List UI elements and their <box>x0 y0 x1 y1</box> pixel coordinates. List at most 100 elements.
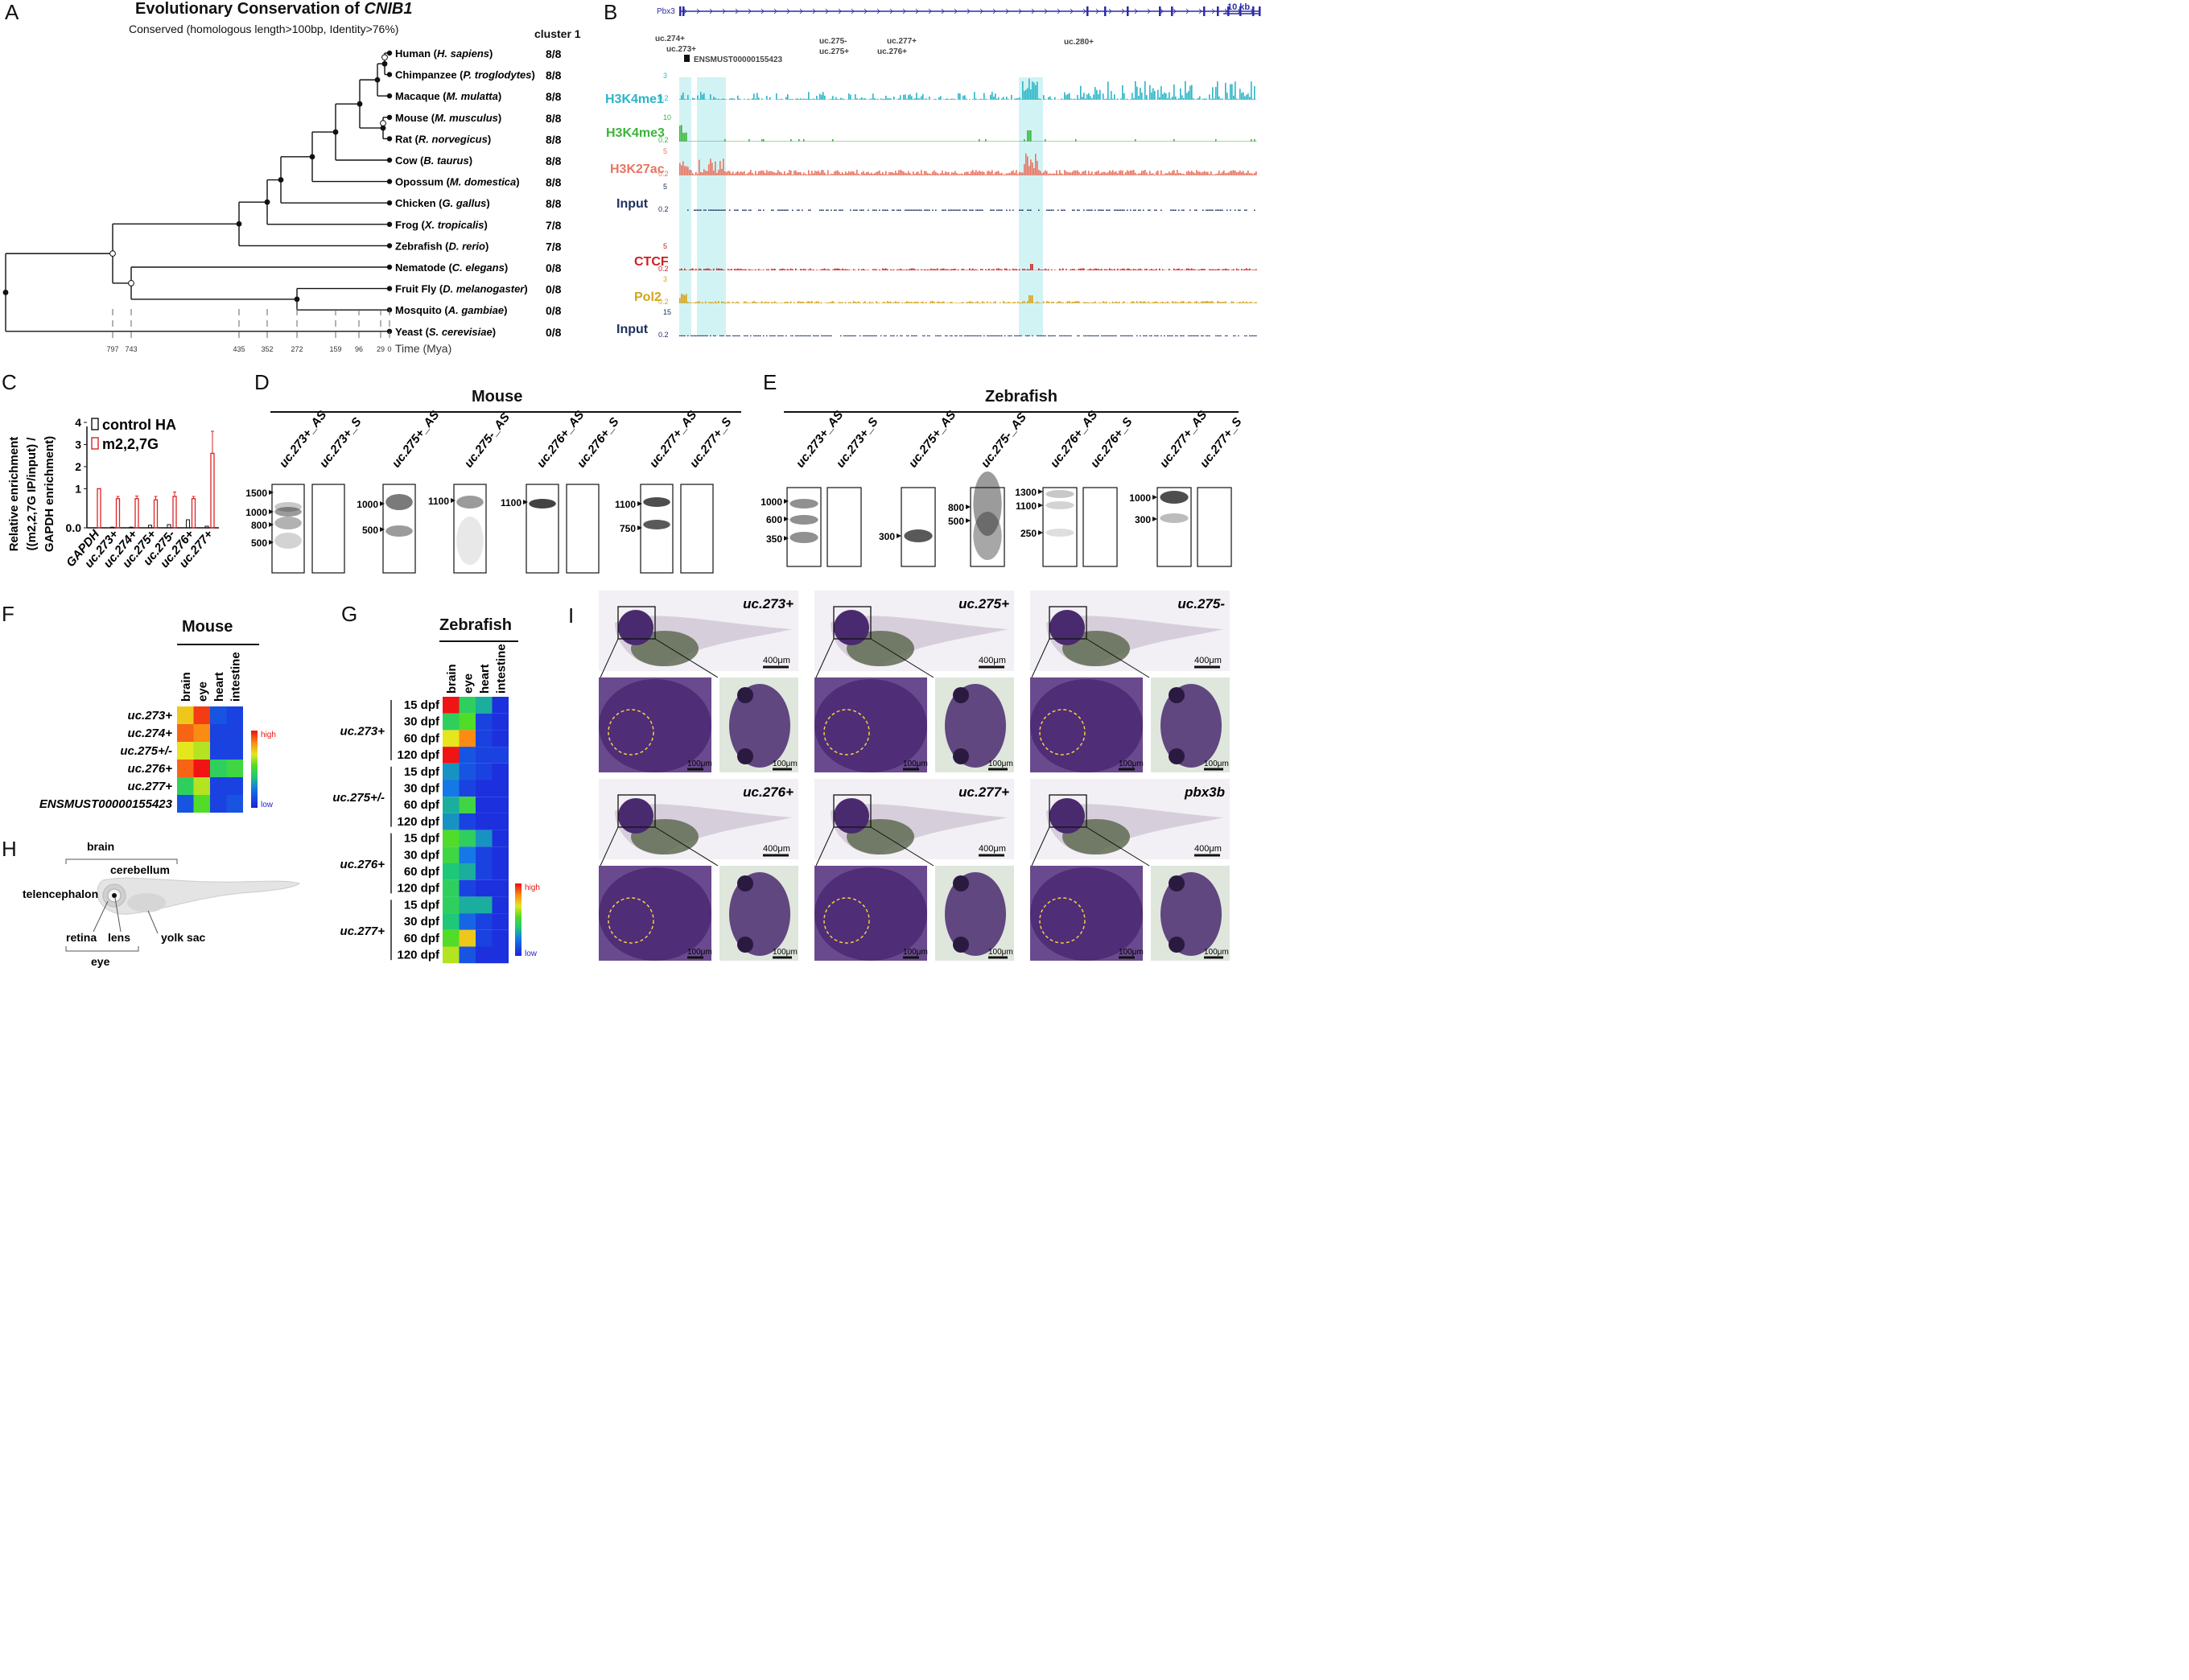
signal-bar <box>774 301 776 303</box>
signal-bar <box>1255 171 1257 175</box>
signal-bar <box>715 141 716 142</box>
gene-arrow <box>786 8 790 14</box>
dorsal-head <box>945 684 1006 768</box>
signal-bar <box>1006 97 1008 100</box>
signal-bar <box>972 209 974 211</box>
signal-bar <box>1103 301 1104 303</box>
signal-bar <box>897 209 898 211</box>
signal-bar <box>1099 173 1101 175</box>
signal-bar <box>855 302 856 303</box>
signal-bar <box>1074 269 1075 270</box>
signal-bar <box>837 141 839 142</box>
heat-cell <box>476 747 493 764</box>
signal-bar <box>943 209 945 211</box>
signal-bar <box>1117 173 1119 175</box>
signal-bar <box>1072 269 1074 270</box>
signal-bar <box>971 209 972 211</box>
heat-cell <box>476 813 493 830</box>
signal-bar <box>843 141 845 142</box>
signal-bar <box>1032 141 1033 142</box>
signal-bar <box>1172 97 1173 100</box>
signal-bar <box>1019 171 1020 175</box>
signal-bar <box>913 171 914 175</box>
signal-bar <box>1030 209 1032 211</box>
signal-bar <box>705 141 707 142</box>
signal-bar <box>726 141 728 142</box>
signal-bar <box>713 141 715 142</box>
legend-strip <box>251 739 258 740</box>
gene-arrow <box>1134 8 1138 14</box>
signal-bar <box>843 98 845 100</box>
time-tick: 797 <box>106 345 118 353</box>
legend-strip <box>515 948 521 949</box>
signal-bar <box>1078 141 1080 142</box>
signal-bar <box>1107 81 1109 100</box>
signal-bar <box>1249 141 1251 142</box>
signal-bar <box>1151 92 1152 100</box>
signal-bar <box>779 99 781 100</box>
signal-bar <box>1033 167 1035 175</box>
zoom-connector <box>600 638 619 678</box>
signal-bar <box>979 139 980 142</box>
lens-dot <box>112 893 117 898</box>
signal-bar <box>842 171 843 175</box>
label-telencephalon: telencephalon <box>23 887 98 900</box>
legend-strip <box>251 793 258 795</box>
heat-cell <box>492 846 509 863</box>
species-close: ) <box>516 176 519 188</box>
signal-bar <box>975 141 977 142</box>
signal-bar <box>934 269 935 270</box>
signal-bar <box>1157 170 1159 175</box>
signal-bar <box>1133 209 1135 211</box>
stage-label: 120 dpf <box>397 748 440 762</box>
signal-bar <box>906 173 908 175</box>
signal-bar <box>1149 171 1151 175</box>
signal-bar <box>945 99 946 100</box>
signal-bar <box>1178 209 1180 211</box>
signal-bar <box>1239 302 1241 303</box>
legend-strip <box>251 784 258 785</box>
signal-bar <box>705 171 707 175</box>
scale-small: 100μm <box>687 760 712 768</box>
signal-bar <box>911 268 913 270</box>
dorsal-head <box>729 684 790 768</box>
signal-bar <box>1178 172 1180 175</box>
size-marker: 800 <box>948 502 964 513</box>
bar-control <box>204 525 209 529</box>
size-marker: 1300 <box>1015 487 1037 498</box>
row-label: uc.277+ <box>128 780 173 793</box>
gene-arrow <box>709 8 713 14</box>
heat-cell <box>476 830 493 847</box>
signal-bar <box>1148 99 1149 100</box>
legend-strip <box>251 806 258 808</box>
signal-bar <box>959 93 961 100</box>
signal-bar <box>1022 301 1024 303</box>
signal-bar <box>1074 209 1075 211</box>
signal-bar <box>831 301 832 303</box>
signal-bar <box>805 141 806 142</box>
stage-label: 60 dpf <box>404 731 440 745</box>
signal-bar <box>1207 141 1209 142</box>
signal-bar <box>1094 87 1096 100</box>
signal-bar <box>1043 301 1045 303</box>
signal-bar <box>713 268 715 270</box>
size-marker: 300 <box>879 531 895 542</box>
col-label: heart <box>478 664 492 694</box>
signal-bar <box>888 302 890 303</box>
heat-cell <box>193 724 210 742</box>
signal-bar <box>1122 268 1123 270</box>
signal-bar <box>687 141 689 142</box>
species-score: 0/8 <box>546 304 562 317</box>
signal-bar <box>1188 141 1189 142</box>
signal-bar <box>732 301 734 303</box>
heat-cell <box>476 846 493 863</box>
blot-box <box>271 484 305 574</box>
signal-bar <box>1103 171 1104 175</box>
signal-bar <box>761 301 763 303</box>
signal-bar <box>1165 172 1167 175</box>
signal-bar <box>1201 301 1202 303</box>
signal-bar <box>855 173 856 175</box>
signal-bar <box>711 163 713 175</box>
signal-bar <box>871 172 872 175</box>
group-label: uc.276+ <box>340 858 385 871</box>
